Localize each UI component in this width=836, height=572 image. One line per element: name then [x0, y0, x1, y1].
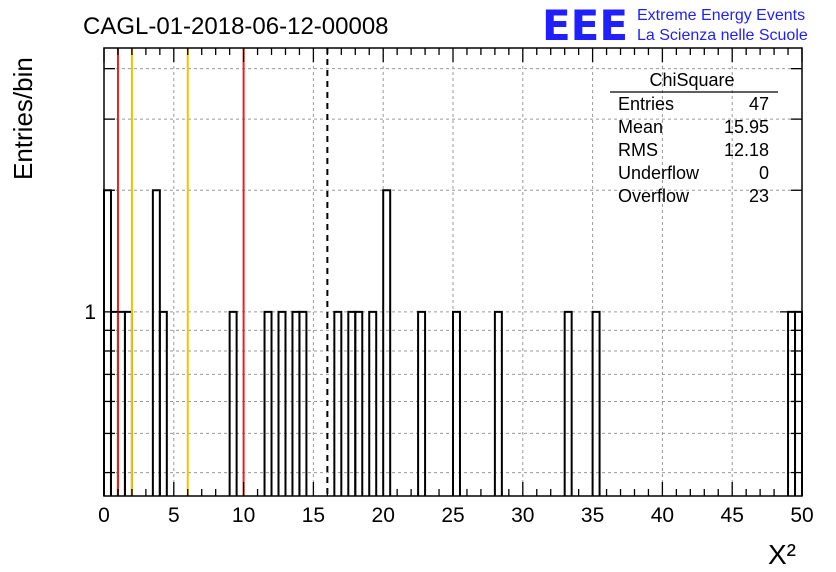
tick-labels: 0 5 10 15 20 25 30 35 40 45 50 1	[84, 301, 813, 527]
histogram-bin	[368, 310, 378, 496]
x-tick-label: 20	[372, 504, 395, 527]
stats-box: ChiSquare Entries 47 Mean 15.95 RMS 12.18 Unde…	[610, 70, 778, 206]
histogram-bin	[493, 310, 503, 496]
histogram-bin	[563, 310, 573, 496]
histogram-bin	[591, 310, 601, 496]
stats-row-label: Entries	[618, 94, 674, 114]
histogram-bin	[109, 310, 119, 496]
reference-lines	[116, 48, 329, 496]
logo-line2: La Scienza nelle Scuole	[637, 27, 808, 44]
x-tick-label: 30	[511, 504, 534, 527]
y-axis-label: Entries/bin	[8, 57, 38, 180]
histogram-bin	[382, 189, 392, 496]
stats-row-value: 0	[759, 163, 769, 183]
x-tick-label: 5	[168, 504, 180, 527]
x-tick-label: 0	[98, 504, 110, 527]
histogram-bin	[277, 310, 287, 496]
stats-rows: Entries 47 Mean 15.95 RMS 12.18 Underflow 0 Over…	[618, 94, 769, 206]
x-tick-label: 15	[302, 504, 325, 527]
stats-row-label: Overflow	[618, 186, 690, 206]
chart-title: CAGL-01-2018-06-12-00008	[83, 13, 389, 40]
stats-row-label: Underflow	[618, 163, 700, 183]
histogram-bin	[151, 189, 161, 496]
histogram-bin	[452, 310, 461, 496]
histogram-bin	[291, 310, 301, 496]
logo-letters: EEE	[542, 1, 628, 50]
logo-line1: Extreme Energy Events	[637, 7, 805, 24]
histogram-bin	[787, 310, 797, 496]
histogram-bin	[103, 189, 112, 496]
stats-row-label: RMS	[618, 140, 658, 160]
stats-row-value: 47	[749, 94, 769, 114]
x-tick-label: 45	[721, 504, 744, 527]
histogram-bin	[354, 310, 364, 496]
x-tick-label: 50	[790, 504, 813, 527]
histogram-bin	[333, 310, 343, 496]
y-tick-label: 1	[84, 301, 96, 324]
histogram-bin	[228, 310, 238, 496]
histogram-bin	[158, 310, 168, 496]
eee-logo: EEE Extreme Energy Events La Scienza nel…	[542, 1, 808, 50]
x-tick-label: 10	[232, 504, 255, 527]
histogram-bin	[417, 310, 427, 496]
axis-ticks	[103, 48, 803, 496]
stats-row-label: Mean	[618, 117, 663, 137]
stats-row-value: 12.18	[724, 140, 769, 160]
histogram-bin	[116, 310, 126, 496]
stats-row-value: 23	[749, 186, 769, 206]
histogram-bin	[347, 310, 357, 496]
x-tick-label: 25	[441, 504, 464, 527]
stats-row-value: 15.95	[724, 117, 769, 137]
x-tick-label: 40	[651, 504, 674, 527]
histogram-bin	[123, 310, 133, 496]
histogram-bin	[794, 310, 803, 496]
x-axis-label: X²	[768, 539, 796, 570]
x-tick-label: 35	[581, 504, 604, 527]
histogram-bin	[263, 310, 273, 496]
histogram-bin	[298, 310, 308, 496]
stats-title: ChiSquare	[649, 70, 734, 90]
